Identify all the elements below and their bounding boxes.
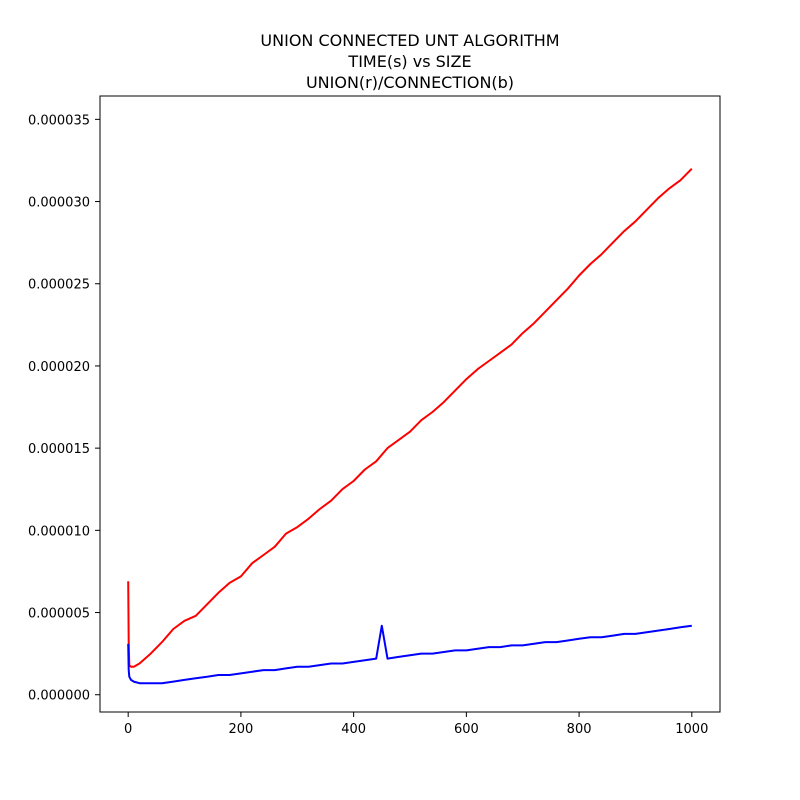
y-tick-label: 0.000015 (28, 442, 90, 457)
x-tick-label: 0 (124, 722, 132, 737)
y-tick-label: 0.000020 (28, 360, 90, 375)
chart-title-line-1: UNION CONNECTED UNT ALGORITHM (260, 31, 560, 50)
chart-title-line-3: UNION(r)/CONNECTION(b) (305, 73, 515, 92)
series-line-1 (127, 624, 692, 685)
y-tick-label: 0.000035 (28, 113, 90, 128)
y-tick-label: 0.000025 (28, 278, 90, 293)
x-tick-label: 200 (228, 722, 253, 737)
series-line-0 (127, 167, 693, 668)
plot-frame (99, 95, 721, 713)
x-tick-label: 400 (341, 722, 366, 737)
chart-title-line-2: TIME(s) vs SIZE (348, 52, 472, 71)
axes-layer: 0 200 400 600 800 1000 0.000000 0.000005 0.00001… (28, 95, 721, 737)
series-layer (127, 167, 693, 685)
y-tick-label: 0.000030 (28, 196, 90, 211)
x-tick-label: 1000 (675, 722, 708, 737)
y-tick-label: 0.000010 (28, 524, 90, 539)
chart-title: UNION CONNECTED UNT ALGORITHM TIME(s) vs… (0, 30, 800, 93)
y-tick-label: 0.000000 (28, 689, 90, 704)
x-tick-label: 800 (567, 722, 592, 737)
y-tick-label: 0.000005 (28, 607, 90, 622)
x-tick-label: 600 (454, 722, 479, 737)
